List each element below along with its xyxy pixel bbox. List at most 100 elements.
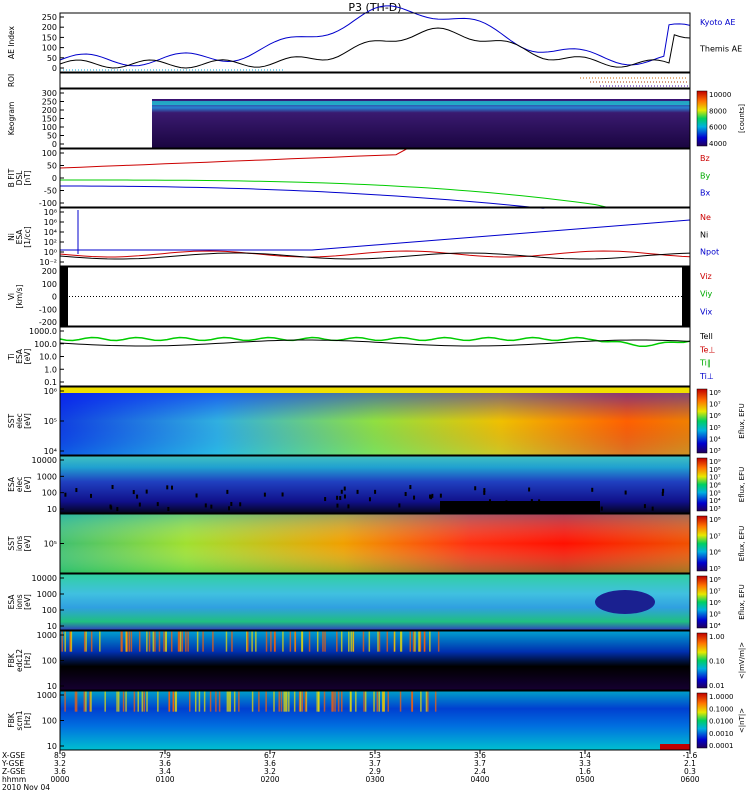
colorbar-tick-label: 8000 — [709, 107, 727, 115]
legend-label: Te⊥ — [699, 345, 715, 354]
colorbar-label: Eflux, EFU — [738, 526, 746, 561]
colorbar-tick-label: 10⁵ — [709, 489, 721, 497]
fbk_e-burst — [368, 631, 371, 652]
y-tick-label: 100.0 — [34, 340, 57, 349]
legend-label: Tell — [699, 332, 713, 341]
y-axis-label: Keogram — [7, 102, 16, 136]
esa-e-speckle — [145, 489, 148, 494]
esa-e-speckle — [239, 502, 242, 507]
fbk_e-burst — [400, 631, 403, 652]
kyoto-ae-line — [59, 5, 691, 67]
ae-frame — [59, 12, 691, 73]
fbk_b-burst — [226, 691, 229, 712]
fbk_e-burst — [196, 631, 199, 652]
fbk_e-burst — [393, 631, 396, 652]
esa-e-speckle — [409, 485, 412, 490]
y-axis-label: AE Index — [7, 25, 16, 58]
esa_i-colorbar — [696, 575, 708, 629]
y-tick-label: 100 — [42, 606, 57, 615]
fbk_b-burst — [116, 691, 118, 712]
bz-line — [59, 148, 690, 169]
y-tick-label: 10000 — [32, 574, 57, 583]
fbk_b-burst — [323, 691, 326, 712]
colorbar-label: Eflux, EFU — [738, 467, 746, 502]
ne-line — [59, 250, 691, 258]
fbk_e-burst — [170, 631, 173, 652]
colorbar-tick-label: 10⁸ — [709, 389, 721, 397]
y-axis-label: Ni — [7, 233, 16, 241]
footer-value-y: 3.7 — [474, 759, 486, 768]
y-axis-label: Vi — [7, 293, 16, 300]
colorbar-tick-label: 10⁴ — [709, 497, 721, 505]
footer-value-x: 8.9 — [54, 751, 66, 760]
y-tick-label: -50 — [44, 187, 57, 196]
colorbar-tick-label: 10⁴ — [709, 622, 721, 630]
esa-e-speckle — [505, 500, 508, 505]
colorbar-label: Eflux, EFU — [738, 584, 746, 619]
esa-e-speckle — [111, 484, 114, 489]
esa-e-speckle — [474, 486, 477, 491]
fbk_b-spectrogram — [60, 691, 690, 750]
fbk_e-burst — [90, 631, 93, 652]
fbk_b-burst — [117, 691, 120, 712]
y-tick-label: 50 — [47, 162, 57, 171]
legend-label: Kyoto AE — [700, 18, 735, 27]
esa-i-dark-blob — [595, 590, 655, 614]
fbk_e-burst — [130, 631, 133, 652]
fbk_b-burst — [146, 691, 148, 712]
b-frame — [59, 148, 691, 208]
y-tick-label: 200 — [42, 106, 57, 115]
legend-label: Viz — [700, 272, 712, 281]
esa-e-speckle — [171, 485, 174, 490]
fbk_e-burst — [386, 631, 389, 652]
colorbar-tick-label: 10⁷ — [709, 401, 721, 409]
y-tick-label: 0 — [52, 293, 57, 302]
fbk_b-burst — [64, 691, 66, 712]
footer-value-y: 2.1 — [684, 759, 696, 768]
y-tick-label: 150 — [42, 115, 57, 124]
colorbar-tick-label: 10⁵ — [709, 424, 721, 432]
esa-e-speckle — [476, 504, 479, 509]
ti-para-line — [59, 336, 691, 348]
esa-e-speckle — [336, 495, 339, 500]
footer-value-t: 0600 — [680, 775, 699, 784]
y-tick-label: 10 — [47, 505, 57, 514]
plot-title: P3 (TH-D) — [348, 1, 401, 14]
esa-e-speckle — [431, 493, 434, 498]
y-axis-label: ions — [15, 536, 24, 551]
y-tick-label: 10⁵ — [44, 540, 57, 549]
fbk_e-burst — [163, 631, 165, 652]
fbk_b-burst — [258, 691, 260, 712]
fbk_b-burst — [288, 691, 290, 712]
fbk_e-burst — [120, 631, 122, 652]
colorbar-label: [counts] — [738, 104, 746, 133]
colorbar-tick-label: 10⁷ — [709, 588, 721, 596]
ti-frame — [59, 326, 691, 387]
fbk_b-burst — [378, 691, 380, 712]
y-tick-label: 250 — [42, 13, 57, 22]
fbk_e-burst — [69, 631, 72, 652]
fbk_e-burst — [225, 631, 228, 652]
colorbar-tick-label: 10⁶ — [709, 549, 721, 557]
colorbar-tick-label: 0.0001 — [709, 742, 734, 750]
panel-esa_i: 10000 1000 100 10 ESA ions [eV] 10⁸ 10⁷ 10⁶ 10⁵ 10⁴… — [7, 573, 746, 631]
fbk_b-burst — [74, 691, 77, 712]
footer-row-label: 2010 Nov 04 — [2, 783, 50, 792]
fbk_e-burst — [377, 631, 379, 652]
y-tick-label: 0 — [52, 64, 57, 73]
fbk_e-burst — [99, 631, 101, 652]
fbk_b-burst — [381, 691, 384, 712]
fbk_b-burst — [427, 691, 429, 712]
y-tick-label: 10⁸ — [44, 208, 57, 217]
fbk_e-burst — [308, 631, 311, 652]
y-axis-label: ions — [15, 594, 24, 609]
npot-line — [59, 252, 691, 260]
footer-value-z: 2.9 — [369, 767, 381, 776]
fbk_b-burst — [143, 691, 146, 712]
y-tick-label: 10⁴ — [44, 447, 57, 456]
tell-line — [59, 339, 691, 347]
y-axis-label: [km/s] — [15, 284, 24, 308]
